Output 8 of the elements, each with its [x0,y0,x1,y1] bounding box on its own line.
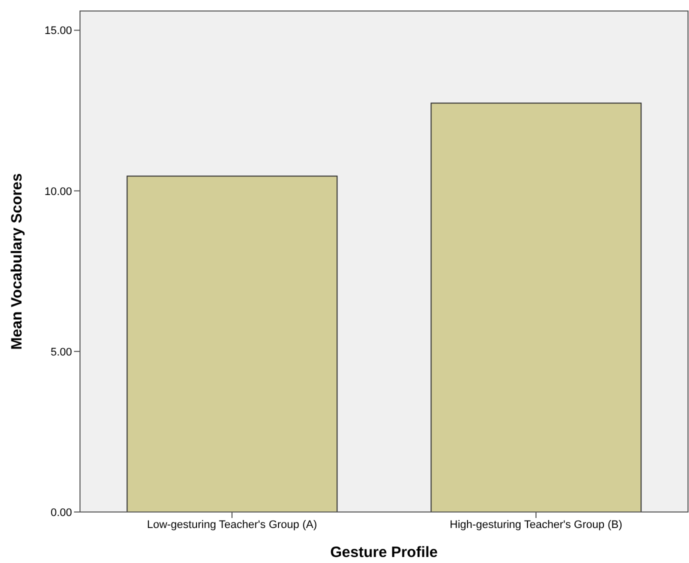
y-tick-label: 5.00 [50,346,72,358]
y-axis-title: Mean Vocabulary Scores [8,173,26,350]
y-tick-label: 0.00 [50,506,72,519]
x-axis-title: Gesture Profile [330,544,438,561]
x-tick-label: Low-gesturing Teacher's Group (A) [146,518,318,531]
y-tick-label: 15.00 [44,25,72,38]
x-tick-label: High-gesturing Teacher's Group (B) [450,518,622,531]
y-tick-label: 10.00 [44,186,72,198]
